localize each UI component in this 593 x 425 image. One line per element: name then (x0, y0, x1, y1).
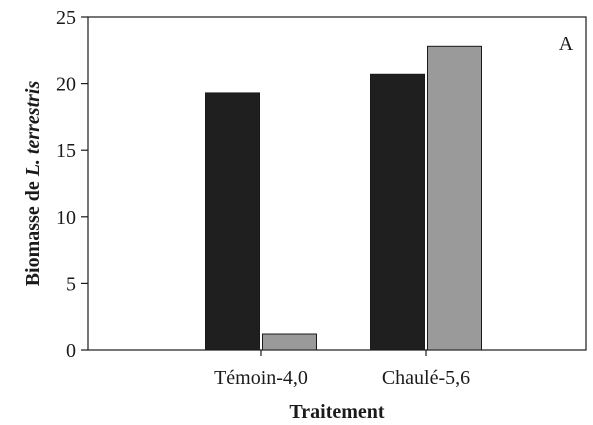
x-axis-ticks: Témoin-4,0 Chaulé-5,6 (214, 350, 470, 389)
y-tick-label: 10 (56, 207, 76, 229)
y-axis-ticks: 0 5 10 15 20 25 (56, 7, 88, 362)
panel-label: A (559, 33, 574, 55)
bar-series2 (427, 45, 482, 351)
x-tick-label: Chaulé-5,6 (382, 367, 470, 389)
bar-series2 (262, 333, 317, 351)
plot-area-frame (87, 16, 587, 351)
y-tick-label: 15 (56, 140, 76, 162)
y-axis-title-prefix: Biomasse de (22, 176, 44, 286)
bar-series1 (370, 73, 425, 351)
y-tick-label: 0 (66, 340, 76, 362)
y-tick-label: 25 (56, 7, 76, 29)
bar-series (205, 45, 482, 351)
y-tick-label: 5 (66, 273, 76, 295)
bar-series1 (205, 92, 260, 351)
x-axis-title: Traitement (289, 401, 384, 423)
x-tick-label: Témoin-4,0 (214, 367, 308, 389)
y-tick-label: 20 (56, 74, 76, 96)
y-axis-title: Biomasse de L. terrestris (22, 81, 44, 287)
y-axis-title-species: L. terrestris (22, 81, 44, 178)
